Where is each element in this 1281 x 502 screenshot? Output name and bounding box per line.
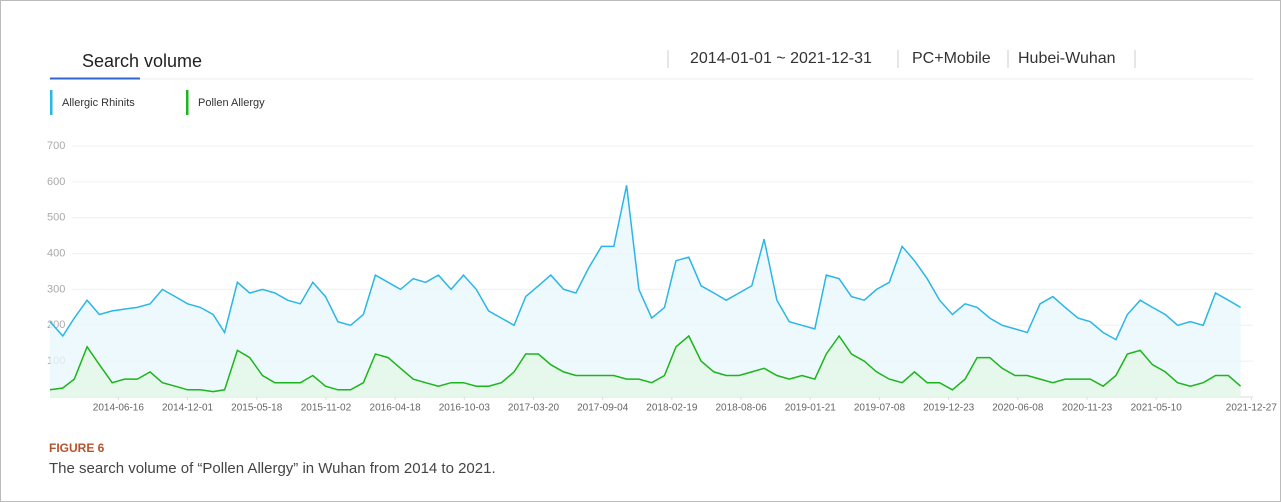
caption: The search volume of “Pollen Allergy” in… xyxy=(49,460,496,477)
y-tick-label: 500 xyxy=(47,212,65,224)
x-tick-label: 2015-11-02 xyxy=(301,403,352,414)
series-area xyxy=(50,185,1241,397)
legend-label: Allergic Rhinits xyxy=(62,97,135,109)
x-tick-label: 2014-12-01 xyxy=(162,403,214,414)
series-area xyxy=(50,336,1241,397)
x-tick-label: 2014-06-16 xyxy=(93,403,145,414)
y-tick-label: 600 xyxy=(47,176,65,188)
x-tick-label: 2019-01-21 xyxy=(785,403,837,414)
device: PC+Mobile xyxy=(912,50,991,67)
legend-label: Pollen Allergy xyxy=(198,97,265,109)
series-line xyxy=(49,334,1242,393)
x-tick-label: 2019-12-23 xyxy=(923,403,975,414)
x-tick-label: 2016-10-03 xyxy=(439,403,491,414)
x-tick-label: 2017-09-04 xyxy=(577,403,629,414)
x-tick-label: 2021-12-27 xyxy=(1226,403,1278,414)
x-tick-label: 2021-05-10 xyxy=(1131,403,1183,414)
legend-swatch xyxy=(50,90,53,115)
y-tick-label: 700 xyxy=(47,140,65,152)
y-tick-label: 400 xyxy=(47,247,65,259)
x-tick-label: 2019-07-08 xyxy=(854,403,906,414)
figure-label: FIGURE 6 xyxy=(49,441,105,455)
series-line xyxy=(49,185,1241,341)
x-tick-label: 2015-05-18 xyxy=(231,403,283,414)
tab-title: Search volume xyxy=(82,51,202,71)
x-tick-label: 2020-06-08 xyxy=(992,403,1044,414)
x-tick-label: 2017-03-20 xyxy=(508,403,560,414)
x-tick-label: 2018-02-19 xyxy=(646,403,698,414)
x-tick-label: 2020-11-23 xyxy=(1062,403,1113,414)
x-tick-label: 2016-04-18 xyxy=(370,403,422,414)
date-range: 2014-01-01 ~ 2021-12-31 xyxy=(690,50,872,67)
y-tick-label: 300 xyxy=(47,283,65,295)
region: Hubei-Wuhan xyxy=(1018,50,1116,67)
x-tick-label: 2018-08-06 xyxy=(715,403,767,414)
legend-swatch xyxy=(186,90,189,115)
